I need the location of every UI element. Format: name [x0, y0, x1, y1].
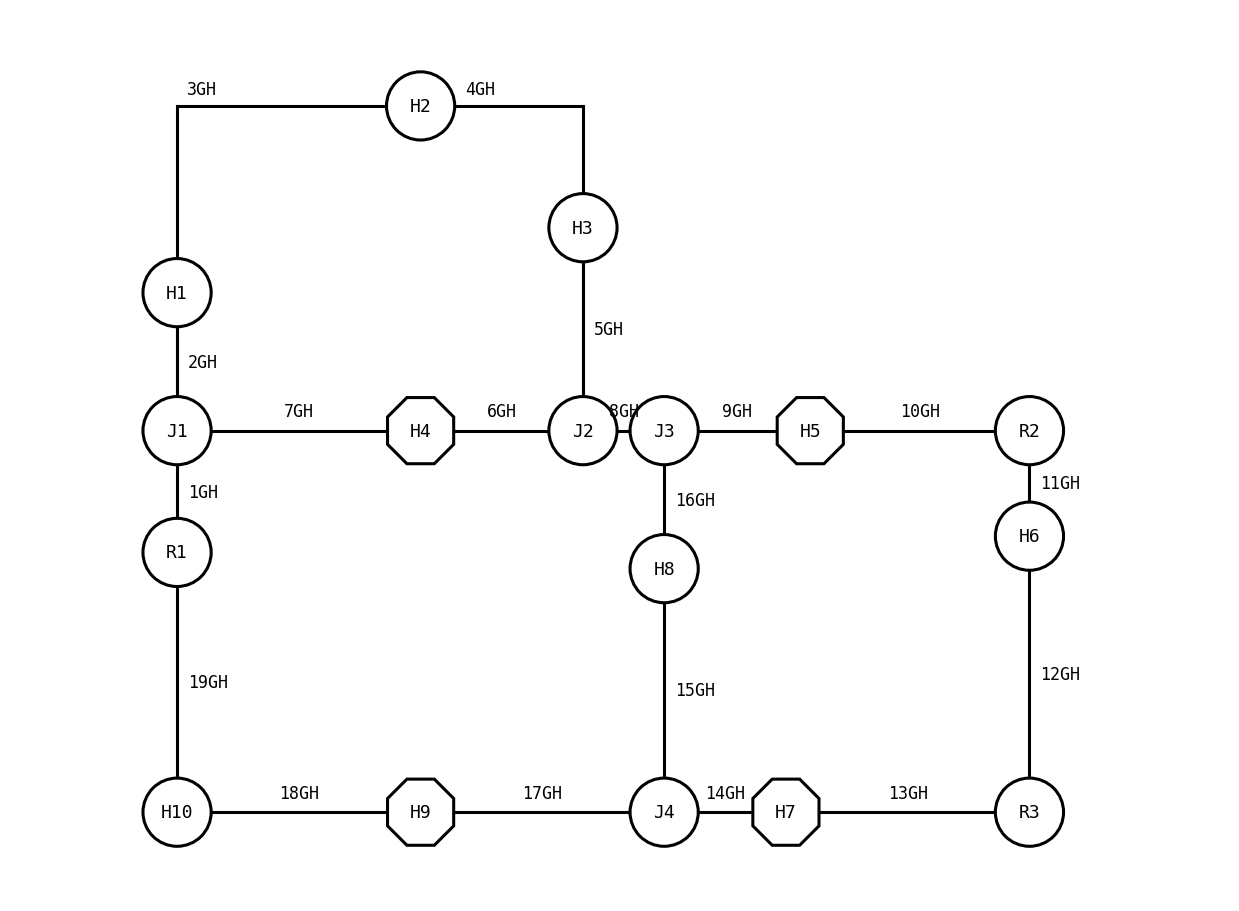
- Text: 9GH: 9GH: [722, 403, 752, 421]
- Circle shape: [142, 518, 211, 587]
- Text: J4: J4: [653, 804, 675, 822]
- Text: 2GH: 2GH: [187, 353, 218, 372]
- Text: 5GH: 5GH: [593, 321, 623, 339]
- Text: 10GH: 10GH: [900, 403, 940, 421]
- Text: 14GH: 14GH: [705, 783, 745, 802]
- Text: H9: H9: [410, 804, 431, 822]
- Text: 6GH: 6GH: [487, 403, 517, 421]
- Polygon shape: [753, 779, 819, 845]
- Text: 18GH: 18GH: [279, 783, 318, 802]
- Text: H10: H10: [161, 804, 193, 822]
- Text: H2: H2: [410, 97, 431, 116]
- Circle shape: [995, 503, 1063, 570]
- Text: 13GH: 13GH: [887, 783, 928, 802]
- Text: J1: J1: [166, 422, 188, 440]
- Text: 7GH: 7GH: [284, 403, 313, 421]
- Text: 1GH: 1GH: [187, 483, 218, 501]
- Text: H7: H7: [776, 804, 797, 822]
- Circle shape: [142, 260, 211, 327]
- Text: 12GH: 12GH: [1040, 665, 1080, 683]
- Text: H5: H5: [799, 422, 821, 440]
- Circle shape: [549, 397, 617, 466]
- Polygon shape: [388, 398, 453, 465]
- Text: J2: J2: [572, 422, 593, 440]
- Circle shape: [549, 194, 617, 262]
- Circle shape: [142, 778, 211, 846]
- Text: H8: H8: [653, 560, 675, 578]
- Text: 16GH: 16GH: [675, 491, 715, 509]
- Text: H3: H3: [572, 220, 593, 238]
- Text: 11GH: 11GH: [1040, 475, 1080, 493]
- Text: J3: J3: [653, 422, 675, 440]
- Text: 3GH: 3GH: [187, 81, 217, 98]
- Polygon shape: [388, 779, 453, 845]
- Text: R2: R2: [1018, 422, 1041, 440]
- Circle shape: [995, 778, 1063, 846]
- Text: 4GH: 4GH: [466, 81, 496, 98]
- Text: 15GH: 15GH: [675, 681, 715, 700]
- Circle shape: [387, 73, 455, 141]
- Text: H6: H6: [1018, 527, 1041, 546]
- Text: H1: H1: [166, 284, 188, 302]
- Polygon shape: [777, 398, 844, 465]
- Circle shape: [142, 397, 211, 466]
- Circle shape: [995, 397, 1063, 466]
- Text: 19GH: 19GH: [187, 673, 228, 691]
- Text: 8GH: 8GH: [608, 403, 638, 421]
- Text: 17GH: 17GH: [523, 783, 563, 802]
- Text: R1: R1: [166, 544, 188, 562]
- Text: R3: R3: [1018, 804, 1041, 822]
- Circle shape: [631, 535, 699, 603]
- Circle shape: [631, 397, 699, 466]
- Circle shape: [631, 778, 699, 846]
- Text: H4: H4: [410, 422, 431, 440]
